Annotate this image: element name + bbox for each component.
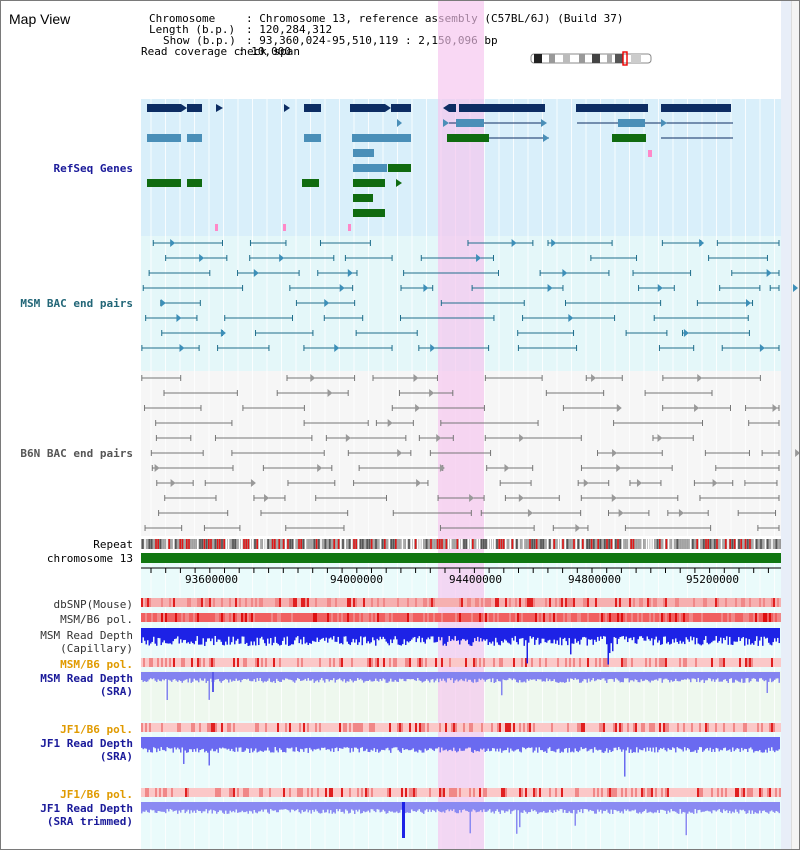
chromosome-13-bar[interactable]: [141, 553, 781, 563]
jf1-depth-trim-label: JF1 Read Depth (SRA trimmed): [40, 802, 133, 828]
msm-bac-end-pairs[interactable]: [141, 239, 799, 352]
axis-tick-label: 94800000: [568, 573, 621, 586]
chromosome-key: Chromosome: [149, 12, 216, 25]
msm-depth-capillary-label: MSM Read Depth (Capillary): [40, 629, 133, 655]
jf1-depth-trim-line1: JF1 Read Depth: [40, 802, 133, 815]
right-margin-strip: [781, 1, 791, 849]
map-view-title: Map View: [9, 11, 71, 27]
msm-depth-cap-line1: MSM Read Depth: [40, 629, 133, 642]
jf1-b6-pol-label: JF1/B6 pol.: [60, 723, 133, 736]
jf1-depth-sra-line1: JF1 Read Depth: [40, 737, 133, 750]
vertical-scrollbar[interactable]: [791, 1, 799, 849]
axis-tick-label: 94400000: [449, 573, 502, 586]
refseq-genes-label: RefSeq Genes: [53, 162, 133, 175]
refseq-genes[interactable]: [147, 104, 733, 231]
msm-depth-cap-line2: (Capillary): [60, 642, 133, 655]
axis-tick-marks: [150, 568, 769, 573]
msm-bac-label: MSM BAC end pairs: [20, 297, 133, 310]
repeat-track-marks: [142, 539, 780, 549]
show-key: Show (b.p.): [163, 34, 236, 47]
b6n-bac-label: B6N BAC end pairs: [20, 447, 133, 460]
span-value: 10,000: [251, 45, 291, 58]
length-key: Length (b.p.): [149, 23, 236, 36]
chromosome-ideogram[interactable]: [530, 51, 652, 66]
msm-b6-pol-sra-label: MSM/B6 pol.: [60, 658, 133, 671]
axis-tick-label: 95200000: [686, 573, 739, 586]
msm-depth-sra-line1: MSM Read Depth: [40, 672, 133, 685]
read-depth-tracks[interactable]: [141, 628, 780, 838]
jf1-depth-sra-label: JF1 Read Depth (SRA): [40, 737, 133, 763]
msm-depth-sra-label: MSM Read Depth (SRA): [40, 672, 133, 698]
chromosome-label: chromosome 13: [46, 552, 133, 565]
b6n-bac-end-pairs[interactable]: [141, 374, 800, 532]
repeat-label: Repeat: [93, 538, 133, 551]
axis-tick-label: 94000000: [330, 573, 383, 586]
length-value: 120,284,312: [259, 23, 333, 36]
jf1-depth-trim-line2: (SRA trimmed): [46, 815, 133, 828]
axis-tick-label: 93600000: [185, 573, 238, 586]
msm-b6-pol-label: MSM/B6 pol.: [60, 613, 133, 626]
dbsnp-label: dbSNP(Mouse): [53, 598, 133, 611]
msm-depth-sra-line2: (SRA): [99, 685, 133, 698]
jf1-depth-sra-line2: (SRA): [99, 750, 133, 763]
jf1-b6-pol-trim-label: JF1/B6 pol.: [60, 788, 133, 801]
selected-region-highlight[interactable]: [438, 1, 484, 850]
polymorphism-tracks[interactable]: [141, 598, 781, 797]
